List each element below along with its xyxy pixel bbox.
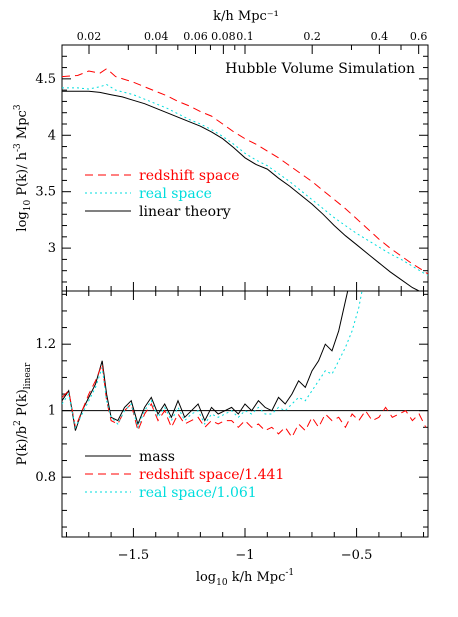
- legend-label: real space: [139, 186, 212, 202]
- bottom-panel-series: [62, 291, 427, 439]
- x-label-sub: 10: [216, 578, 228, 588]
- top-y-axis-label: log10 P(k)/ h-3 Mpc3: [13, 104, 33, 231]
- legend-label: redshift space/1.441: [139, 467, 284, 483]
- bottom-y-label-main: P(k)/b: [15, 426, 30, 465]
- bottom-y-label-rest: P(k): [15, 389, 30, 420]
- top-y-label-rest: P(k)/ h: [15, 151, 30, 199]
- legend-label: linear theory: [139, 204, 231, 220]
- top-y-label-sup2: 3: [13, 104, 23, 110]
- bottom-y-tick-label: 1: [48, 404, 56, 419]
- top-y-tick-label: 4: [48, 128, 56, 143]
- x-label-main: log: [196, 570, 216, 585]
- bottom-y-tick-label: 1.2: [35, 337, 56, 352]
- series-linear-theory: [62, 90, 420, 291]
- series-real-space-1-061: [62, 291, 363, 429]
- top-y-label-sub: 10: [23, 200, 33, 212]
- top-panel-frame: [61, 44, 429, 292]
- x-tick-label: −1: [235, 548, 254, 563]
- bottom-y-tick-label: 0.8: [35, 470, 56, 485]
- x-axis-label: log10 k/h Mpc-1: [196, 568, 294, 588]
- top-axis-tick-labels: 0.02 0.04 0.06 0.08 0.1 0.2 0.4 0.6: [77, 30, 428, 43]
- top-legend: redshift space real space linear theory: [85, 168, 240, 220]
- legend-label: real space/1.061: [139, 485, 257, 501]
- bottom-legend: mass redshift space/1.441 real space/1.061: [85, 449, 284, 501]
- top-y-label-sup: -3: [13, 143, 23, 152]
- bottom-y-label-sup: 2: [13, 420, 23, 426]
- legend-label: redshift space: [139, 168, 240, 184]
- top-k-tick-label: 0.02: [77, 30, 102, 43]
- top-k-tick-label: 0.04: [144, 30, 169, 43]
- bottom-y-axis-label: P(k)/b2 P(k)linear: [13, 362, 33, 465]
- top-y-label-tail: Mpc: [15, 110, 30, 143]
- top-panel-ticks: 3 3.5 4 4.5: [35, 44, 428, 291]
- series-redshift-space: [62, 68, 428, 275]
- top-y-tick-label: 4.5: [35, 72, 56, 87]
- top-panel: 3 3.5 4 4.5 Hubble Volume Simulation redshi…: [13, 44, 429, 292]
- series-mass: [62, 291, 349, 431]
- top-k-tick-label: 0.06: [183, 30, 208, 43]
- top-y-tick-label: 3.5: [35, 185, 56, 200]
- bottom-y-label-sub: linear: [23, 362, 33, 389]
- x-label-sup: -1: [285, 568, 294, 578]
- series-real-space: [62, 83, 428, 276]
- top-axis-label: k/h Mpc⁻¹: [213, 9, 279, 24]
- top-k-tick-label: 0.4: [371, 30, 389, 43]
- bottom-panel: 0.8 1 1.2 −1.5 −1 −0.5 mass redshift space/1.4…: [13, 290, 429, 588]
- bottom-panel-ticks: 0.8 1 1.2 −1.5 −1 −0.5: [35, 291, 428, 563]
- top-y-label-main: log: [15, 211, 30, 231]
- legend-label: mass: [139, 449, 175, 465]
- top-k-tick-label: 0.1: [236, 30, 254, 43]
- top-panel-title: Hubble Volume Simulation: [225, 61, 415, 77]
- x-tick-label: −1.5: [118, 548, 150, 563]
- top-k-tick-label: 0.2: [303, 30, 321, 43]
- top-y-tick-label: 3: [48, 241, 56, 256]
- top-panel-series: [62, 68, 428, 291]
- x-tick-label: −0.5: [341, 548, 373, 563]
- x-label-rest: k/h Mpc: [228, 570, 286, 585]
- top-k-tick-label: 0.08: [211, 30, 236, 43]
- top-k-tick-label: 0.6: [410, 30, 428, 43]
- series-redshift-space-1-441: [62, 363, 427, 439]
